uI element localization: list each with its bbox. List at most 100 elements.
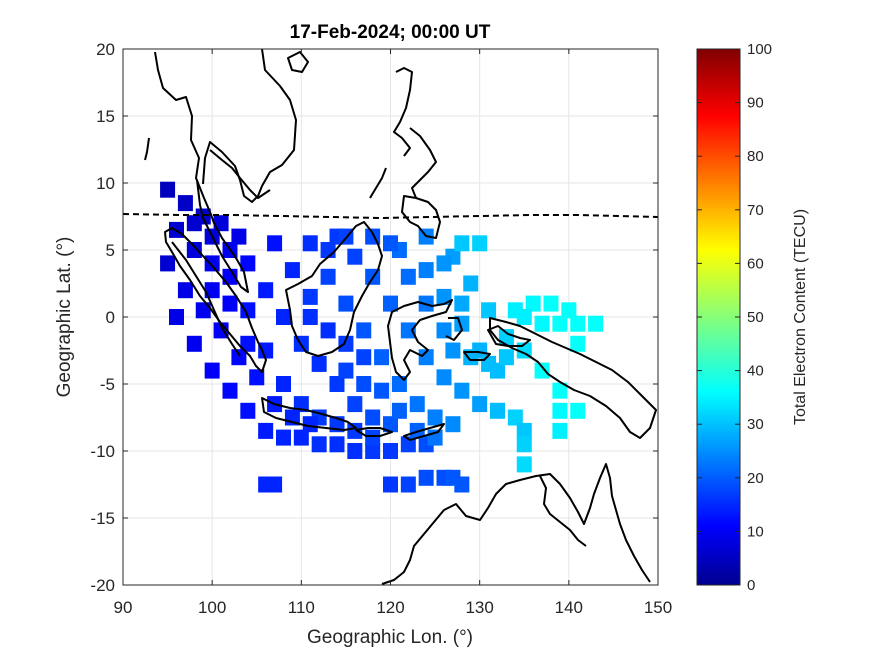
coastline-mindanao (401, 195, 441, 239)
tec-cell (472, 235, 488, 252)
tec-cell (374, 349, 390, 366)
tec-cell (498, 329, 514, 346)
coastline-gulf-carpentaria (539, 475, 587, 547)
tec-cell (552, 422, 568, 439)
tec-cell (436, 369, 452, 386)
tec-cell (329, 436, 345, 453)
colorbar-tick-label: 50 (747, 309, 764, 326)
tec-cell (240, 302, 256, 319)
tec-cell (293, 429, 309, 446)
coastline-lesser-sunda (355, 427, 393, 437)
tec-cell (338, 335, 354, 352)
tec-cell (400, 476, 416, 493)
tec-cell (561, 302, 577, 319)
tec-cell (454, 295, 470, 312)
tec-cell (320, 322, 336, 339)
coastline-seram (463, 351, 491, 361)
tec-cell (570, 335, 586, 352)
tec-cell (356, 376, 372, 392)
tec-cell (391, 402, 407, 419)
tec-cell (240, 255, 256, 272)
tec-cell (204, 362, 220, 379)
colorbar-tick-label: 20 (747, 470, 764, 487)
coastline-sumatra (164, 227, 267, 373)
y-tick-label: -5 (100, 375, 115, 394)
tec-cell (195, 302, 211, 319)
y-tick-label: -15 (90, 509, 115, 528)
tec-cell (454, 382, 470, 399)
tec-cell (320, 242, 336, 258)
coastline-halmahera (445, 317, 463, 341)
tec-cell (186, 215, 202, 232)
coastline-philippines-mid (409, 127, 437, 199)
tec-cell (222, 295, 238, 312)
tec-cell (463, 275, 479, 292)
tec-cell (222, 382, 238, 399)
tec-cell (383, 476, 398, 493)
x-tick-label: 90 (114, 598, 133, 617)
tec-cell (356, 349, 372, 366)
tec-cell (177, 195, 193, 212)
tec-cell (400, 322, 416, 339)
tec-cell (258, 282, 274, 299)
colorbar-tick-label: 90 (747, 95, 764, 112)
y-tick-label: 15 (96, 107, 115, 126)
coastline-sumatra-inner (171, 241, 241, 357)
coastline-borneo (285, 221, 383, 357)
tec-cell (365, 443, 381, 459)
colorbar-tick-label: 10 (747, 523, 764, 540)
tec-cell (338, 295, 354, 312)
x-tick-label: 120 (376, 598, 404, 617)
tec-cell (329, 376, 345, 392)
tec-cell (267, 476, 283, 493)
island-andaman (144, 137, 150, 161)
tec-cell (240, 335, 256, 352)
tec-cell (231, 349, 247, 366)
colorbar-tick-label: 70 (747, 202, 764, 219)
tec-cell (204, 255, 220, 272)
coastline-philippines-luzon (393, 67, 413, 157)
tec-cell (160, 181, 176, 198)
tec-cell (383, 295, 398, 312)
tec-cell (463, 349, 479, 366)
tec-cell (481, 302, 497, 319)
tec-cell (204, 282, 220, 299)
tec-cell (347, 443, 363, 459)
tec-cell (436, 288, 452, 305)
tec-cell (258, 342, 274, 359)
tec-cell (276, 376, 291, 392)
tec-cell (160, 255, 176, 272)
colorbar-tick-label: 0 (747, 577, 755, 594)
colorbar (696, 48, 741, 586)
coastlines (144, 49, 657, 585)
tec-cell (258, 422, 274, 439)
tec-cell (311, 436, 327, 453)
tec-cell (516, 436, 532, 453)
x-tick-label: 130 (465, 598, 493, 617)
coastline-timor (403, 423, 445, 441)
tec-cell (231, 228, 247, 245)
tec-cell (186, 335, 202, 352)
tec-cell (436, 255, 452, 272)
tec-cell (507, 409, 523, 426)
coastline-java (261, 397, 357, 431)
colorbar-title: Total Electron Content (TECU) (792, 209, 809, 425)
tec-cell (302, 235, 318, 252)
tec-cell (347, 396, 363, 413)
x-tick-label: 100 (198, 598, 226, 617)
tec-cell (347, 422, 363, 439)
tec-cell (472, 396, 488, 413)
tec-cell (338, 362, 354, 379)
tec-cell (169, 309, 184, 325)
tec-cell (374, 382, 390, 399)
y-tick-label: 20 (96, 40, 115, 59)
tec-cell (383, 235, 398, 252)
tec-cell (240, 402, 256, 419)
tec-cell (543, 295, 559, 312)
tec-cell (400, 268, 416, 285)
tec-cell (516, 422, 532, 439)
x-axis: 90 100 110 120 130 140 150 (114, 49, 672, 617)
y-tick-label: 5 (106, 241, 115, 260)
